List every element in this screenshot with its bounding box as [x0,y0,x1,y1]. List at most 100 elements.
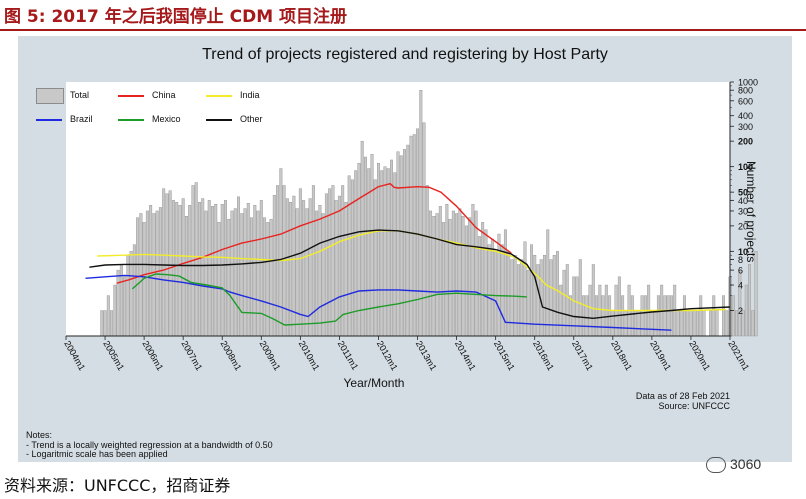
bar-total-146 [575,276,579,337]
notes-title: Notes: [26,430,53,440]
bar-total-23 [175,202,179,337]
watermark: 3060 [706,456,761,474]
bar-total-147 [578,259,582,337]
figure-caption: 图 5: 2017 年之后我国停止 CDM 项目注册 [4,7,348,27]
bar-total-47 [253,205,257,337]
bar-total-44 [243,208,247,337]
bar-total-69 [324,193,328,337]
bar-total-21 [168,190,172,337]
x-tick-label-2019m1: 2019m1 [648,339,673,372]
bar-total-119 [487,244,491,337]
bar-total-154 [601,295,605,337]
bar-total-90 [393,172,397,337]
bar-total-102 [432,215,436,337]
y-tick-label-50: 50 [738,188,748,198]
bar-total-152 [595,295,599,337]
x-tick-label-2011m1: 2011m1 [336,339,361,372]
bar-total-187 [709,310,712,337]
bar-total-179 [682,295,686,337]
bar-total-191 [722,295,725,337]
bar-total-42 [237,196,240,337]
y-tick-label-300: 300 [738,122,753,132]
y-axis-label: Number of projects [744,161,758,263]
bar-total-153 [598,284,602,337]
bar-total-107 [448,218,452,337]
bar-total-7 [123,276,127,337]
bar-total-104 [438,206,442,337]
bar-total-50 [263,217,267,337]
bar-total-85 [377,162,380,337]
bar-total-182 [692,310,696,337]
x-tick-label-2014m1: 2014m1 [453,339,478,372]
bar-total-48 [256,210,260,337]
bar-total-163 [630,295,634,337]
bar-total-198 [744,284,748,337]
bar-total-76 [347,175,351,337]
bar-total-139 [552,255,556,337]
bar-total-88 [386,168,390,337]
y-tick-label-200: 200 [738,137,753,147]
bar-total-196 [738,269,742,337]
legend-label-mexico: Mexico [152,114,181,124]
bar-total-128 [516,264,520,337]
bar-total-111 [461,215,465,337]
bar-total-113 [468,217,472,337]
bar-total-19 [162,188,166,337]
bar-total-72 [334,200,338,337]
bar-total-31 [201,198,205,337]
bar-total-24 [178,205,182,337]
bar-total-115 [474,210,478,337]
bar-total-93 [403,149,406,337]
as-of-date: Data as of 28 Feb 2021 [635,391,730,401]
x-tick-label-2004m1: 2004m1 [62,339,87,372]
chart-title: Trend of projects registered and registe… [202,46,608,63]
x-tick-label-2005m1: 2005m1 [101,339,126,372]
x-tick-label-2006m1: 2006m1 [140,339,165,372]
bar-total-108 [451,210,455,337]
legend-swatch-india [206,95,232,97]
y-tick-label-2: 2 [738,306,743,316]
bar-total-58 [289,202,293,337]
bar-total-71 [331,185,335,337]
bar-total-51 [266,222,270,337]
x-tick-label-2020m1: 2020m1 [687,339,712,372]
bar-total-148 [582,295,586,337]
bar-total-34 [211,206,214,337]
line-other [89,229,731,320]
bar-total-99 [422,122,426,337]
x-tick-label-2016m1: 2016m1 [531,339,556,372]
bar-total-105 [442,222,446,337]
bar-total-70 [328,188,332,337]
legend-label-other: Other [240,114,263,124]
legend-label-total: Total [70,90,90,100]
bar-total-12 [139,213,143,337]
bar-total-137 [546,229,550,337]
bar-total-201 [754,251,758,337]
notes-block: Notes: - Trend is a locally weighted reg… [26,430,273,460]
bar-total-22 [171,200,175,337]
y-tick-label-1000: 1000 [738,78,758,88]
bar-total-100 [425,185,429,337]
bar-total-95 [409,135,413,337]
bar-total-8 [126,255,130,337]
bar-total-188 [712,295,716,337]
bar-total-167 [643,295,647,337]
bar-total-195 [735,310,738,337]
x-tick-label-2013m1: 2013m1 [414,339,439,372]
bar-total-40 [230,210,234,337]
bar-total-37 [220,204,224,337]
bar-total-116 [477,236,481,337]
bar-total-145 [572,276,576,337]
bar-total-2 [106,295,110,337]
y-tick-label-4: 4 [738,281,743,291]
bar-total-49 [259,200,263,337]
x-tick-label-2009m1: 2009m1 [258,339,283,372]
bar-total-36 [217,222,221,337]
bar-total-117 [481,222,485,337]
y-tick-label-30: 30 [738,206,748,216]
bar-total-103 [435,213,439,337]
bar-total-94 [406,144,410,337]
bar-total-27 [188,205,192,337]
bar-total-4 [113,284,117,337]
